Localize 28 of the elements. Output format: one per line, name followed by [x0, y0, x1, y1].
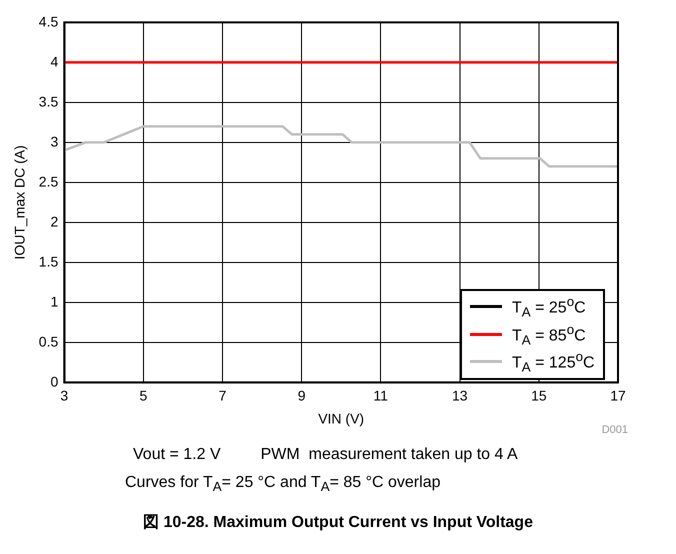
text: Curves for T$_{A}$= 25 °C and T$_{A}$= 85 °C overlap [125, 474, 442, 494]
legend-label: T$_{A}$ = 25$^{o}$C [512, 293, 586, 321]
y-axis-title: IOUT_max DC (A) [11, 145, 28, 260]
y-tick-label: 1.5 [38, 253, 58, 270]
y-tick-label: 0 [50, 373, 58, 390]
y-tick-label: 4 [50, 53, 58, 70]
y-tick-label: 0.5 [38, 333, 58, 350]
x-tick-label: 9 [298, 388, 306, 404]
text: 図 10-28. Maximum Output Current vs Input Voltage [142, 513, 534, 534]
text: D001 [602, 424, 628, 436]
x-tick-label: 11 [373, 388, 388, 404]
text: PWM measurement taken up to 4 A [260, 446, 518, 464]
x-axis-title: VIN (V) [318, 410, 364, 426]
y-tick-label: 1 [50, 293, 58, 310]
legend-label: T$_{A}$ = 125$^{o}$C [512, 348, 595, 376]
x-tick-label: 17 [610, 388, 626, 404]
x-tick-label: 13 [452, 388, 468, 404]
y-tick-label: 3 [50, 133, 58, 150]
legend-label: T$_{A}$ = 85$^{o}$C [512, 320, 586, 348]
text: Vout = 1.2 V [133, 446, 221, 464]
x-tick-label: 3 [60, 388, 68, 404]
y-tick-label: 3.5 [38, 93, 58, 110]
x-tick-label: 5 [139, 388, 148, 404]
x-tick-label: 7 [218, 388, 227, 404]
x-tick-label: 15 [531, 388, 547, 404]
y-tick-label: 2 [50, 213, 58, 230]
y-tick-label: 4.5 [38, 13, 58, 30]
y-tick-label: 2.5 [38, 173, 58, 190]
